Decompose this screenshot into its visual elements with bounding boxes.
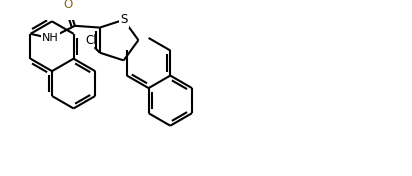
- Text: S: S: [120, 13, 127, 26]
- Text: NH: NH: [42, 33, 59, 43]
- Text: O: O: [63, 0, 73, 11]
- Text: Cl: Cl: [85, 34, 97, 47]
